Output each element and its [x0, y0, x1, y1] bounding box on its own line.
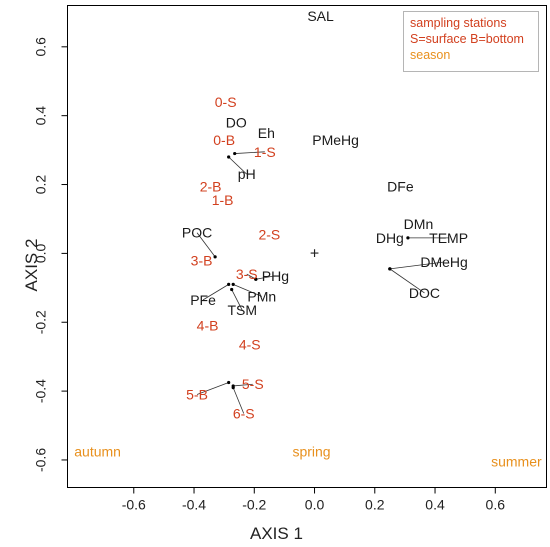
y-tick-label: -0.6	[33, 448, 49, 472]
legend-entry-codes: S=surface B=bottom	[410, 32, 524, 46]
variable-label: TSM	[227, 302, 257, 318]
y-tick-label: 0.6	[33, 37, 49, 57]
station-label: 5-S	[242, 376, 264, 392]
point-marker	[231, 282, 235, 286]
variable-label: DHg	[376, 230, 404, 246]
leader-line	[389, 261, 445, 270]
y-tick-label: -0.2	[33, 310, 49, 334]
variable-label: TEMP	[429, 230, 468, 246]
station-label: 1-S	[254, 144, 276, 160]
station-label: 3-S	[236, 266, 258, 282]
y-tick-label: 0.2	[33, 175, 49, 195]
variable-label: POC	[182, 225, 212, 241]
station-label: 3-B	[191, 252, 213, 268]
station-label: 5-B	[186, 387, 208, 403]
x-axis-title: AXIS 1	[250, 524, 303, 543]
station-label: 4-S	[239, 337, 261, 353]
x-tick-label: -0.2	[242, 497, 266, 513]
point-marker	[388, 267, 392, 271]
origin-marker: +	[310, 245, 319, 262]
point-marker	[406, 236, 410, 240]
point-marker	[227, 155, 231, 159]
season-label: autumn	[74, 443, 121, 459]
x-tick-label: 0.2	[365, 497, 385, 513]
leader-line	[202, 284, 229, 301]
season-label: spring	[292, 443, 330, 459]
y-axis: -0.6 -0.4 -0.2 0.0 0.2 0.4 0.6	[33, 37, 68, 472]
leader-line	[233, 383, 253, 387]
point-marker	[233, 151, 237, 156]
point-marker	[231, 386, 235, 390]
y-axis-title: AXIS 2	[22, 238, 41, 292]
variable-label: DOC	[409, 285, 440, 301]
leader-line	[196, 382, 229, 395]
station-label: 6-S	[233, 405, 255, 421]
leader-line	[255, 275, 276, 280]
leader-line	[246, 273, 256, 280]
variable-label: DMn	[404, 216, 434, 232]
x-axis: -0.6 -0.4 -0.2 0.0 0.2 0.4 0.6	[122, 487, 506, 513]
leader-line	[231, 289, 243, 311]
leader-line	[196, 232, 216, 258]
station-label: 0-S	[215, 94, 237, 110]
x-tick-label: 0.0	[305, 497, 325, 513]
station-label: 2-B	[200, 178, 222, 194]
point-marker	[254, 277, 258, 281]
y-tick-label: 0.4	[33, 106, 49, 126]
leader-lines	[196, 151, 449, 414]
variable-label: PFe	[190, 292, 216, 308]
station-label: 1-B	[212, 192, 234, 208]
y-tick-label: -0.4	[33, 379, 49, 403]
legend-entry-stations: sampling stations	[410, 16, 507, 30]
station-label: 0-B	[213, 132, 235, 148]
point-marker	[227, 380, 231, 385]
plot-frame	[67, 5, 547, 488]
variable-label: SAL	[307, 8, 334, 24]
x-tick-label: -0.6	[122, 497, 146, 513]
variable-label: Eh	[258, 125, 275, 141]
x-tick-label: -0.4	[182, 497, 206, 513]
leader-line	[232, 387, 245, 414]
leader-line	[389, 268, 425, 294]
leader-line	[233, 284, 262, 297]
variable-label: DMeHg	[420, 254, 467, 270]
variable-label: PHg	[262, 268, 289, 284]
station-label: 4-B	[197, 318, 219, 334]
legend: sampling stations S=surface B=bottom sea…	[403, 11, 539, 72]
leader-line	[228, 156, 248, 175]
season-label: summer	[491, 454, 542, 470]
x-tick-label: 0.6	[486, 497, 506, 513]
point-marker	[227, 282, 231, 286]
variable-label: DO	[226, 115, 247, 131]
legend-entry-season: season	[410, 48, 451, 62]
variable-label: DFe	[387, 178, 414, 194]
point-labels: + SAL 0-S DO Eh PMeHg 0-B 1-S pH 2-B DFe 1-B 2-S POC D…	[74, 8, 542, 470]
y-tick-label: 0.0	[33, 243, 49, 263]
variable-label: PMn	[247, 288, 276, 304]
variable-label: PMeHg	[312, 132, 359, 148]
point-marker	[213, 255, 217, 259]
variable-label: pH	[238, 166, 256, 182]
station-label: 2-S	[258, 226, 280, 242]
x-tick-label: 0.4	[425, 497, 445, 513]
leader-line	[234, 151, 265, 154]
point-marker	[230, 287, 234, 292]
